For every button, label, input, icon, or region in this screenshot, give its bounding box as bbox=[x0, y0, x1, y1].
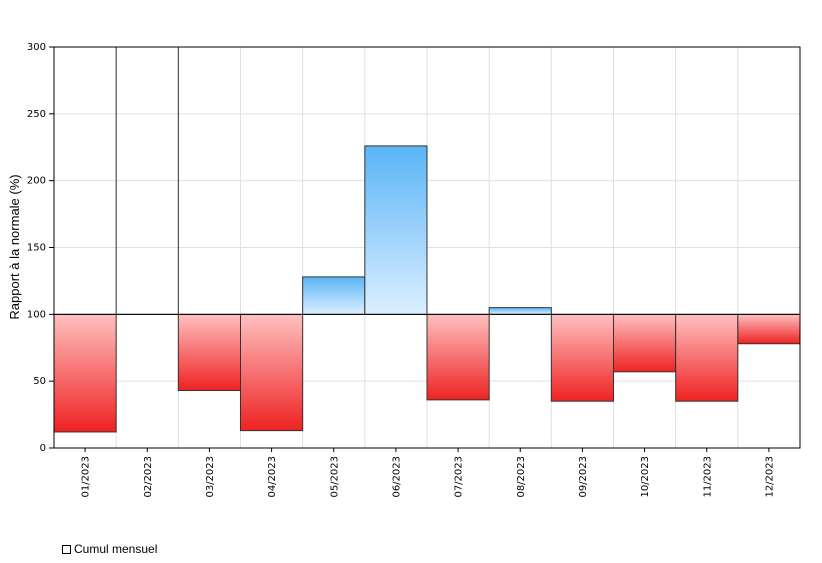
x-tick-label: 07/2023 bbox=[454, 456, 465, 498]
bar-06/2023 bbox=[364, 145, 428, 315]
y-axis-title: Rapport à la normale (%) bbox=[7, 174, 22, 319]
bar-03/2023 bbox=[177, 313, 241, 392]
x-tick-label: 02/2023 bbox=[143, 456, 154, 498]
y-tick-label: 100 bbox=[27, 309, 46, 320]
x-tick-label: 10/2023 bbox=[640, 456, 651, 498]
x-tick-label: 08/2023 bbox=[516, 456, 527, 498]
bars bbox=[53, 46, 801, 433]
legend: Cumul mensuel bbox=[62, 542, 157, 556]
bar-12/2023 bbox=[737, 313, 801, 345]
y-tick-label: 200 bbox=[27, 176, 46, 187]
x-tick-label: 09/2023 bbox=[578, 456, 589, 498]
x-tick-label: 04/2023 bbox=[267, 456, 278, 498]
bar-05/2023 bbox=[302, 276, 366, 315]
x-tick-label: 06/2023 bbox=[391, 456, 402, 498]
x-tick-label: 12/2023 bbox=[764, 456, 775, 498]
x-tick-label: 05/2023 bbox=[329, 456, 340, 498]
x-tick-label: 01/2023 bbox=[81, 456, 92, 498]
bar-08/2023 bbox=[488, 307, 552, 315]
y-tick-label: 50 bbox=[33, 376, 46, 387]
legend-swatch bbox=[62, 544, 71, 554]
legend-label: Cumul mensuel bbox=[74, 542, 158, 556]
axes: 0 50 100 150 200 250 300 01/2023 02/2023 03/2023 0… bbox=[27, 42, 801, 498]
y-tick-label: 0 bbox=[40, 443, 46, 454]
y-tick-label: 300 bbox=[27, 42, 46, 53]
y-tick-label: 250 bbox=[27, 109, 46, 120]
bar-01/2023 bbox=[53, 313, 117, 433]
x-tick-label: 11/2023 bbox=[702, 456, 713, 498]
bar-11/2023 bbox=[675, 313, 739, 402]
y-tick-label: 150 bbox=[27, 243, 46, 254]
bar-04/2023 bbox=[240, 313, 304, 432]
bar-07/2023 bbox=[426, 313, 490, 401]
bar-10/2023 bbox=[613, 313, 677, 373]
x-tick-label: 03/2023 bbox=[205, 456, 216, 498]
bar-09/2023 bbox=[550, 313, 614, 402]
